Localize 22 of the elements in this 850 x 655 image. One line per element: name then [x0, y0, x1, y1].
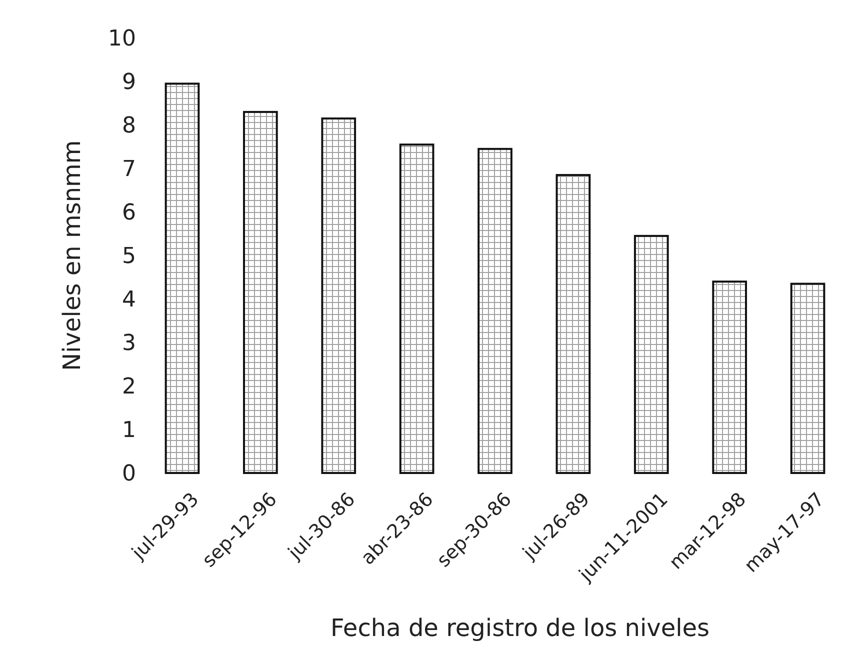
bar: [790, 282, 826, 474]
bar: [164, 82, 200, 474]
bar: [634, 234, 669, 474]
y-axis-title: Niveles en msnmm: [58, 140, 86, 371]
y-tick-label: 7: [122, 157, 136, 182]
bar: [712, 280, 747, 474]
bar: [243, 110, 278, 474]
y-tick-label: 8: [122, 114, 136, 139]
bar: [556, 174, 591, 474]
y-tick-label: 6: [122, 200, 136, 226]
x-axis-title: Fecha de registro de los niveles: [330, 614, 710, 642]
y-tick-label: 9: [122, 70, 136, 96]
y-tick-label: 5: [122, 244, 136, 270]
y-tick-label: 3: [122, 331, 136, 356]
y-tick-label: 10: [108, 26, 136, 52]
y-tick-label: 4: [122, 288, 136, 313]
y-tick-label: 1: [122, 418, 136, 444]
y-tick-label: 2: [122, 374, 136, 400]
bar: [478, 148, 512, 474]
y-tick-label: 0: [122, 462, 136, 487]
bar: [399, 144, 434, 474]
bar: [321, 117, 356, 474]
